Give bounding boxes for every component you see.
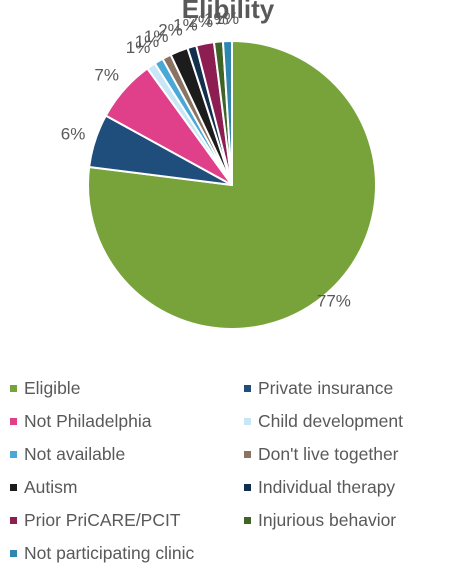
pie-slice-eligible <box>87 39 377 330</box>
legend-label: Injurious behavior <box>258 510 397 530</box>
pie-slices <box>87 39 377 330</box>
data-label-eligible: 77% <box>317 292 351 311</box>
pie-slice-not-participating-clinic <box>221 39 233 186</box>
legend-item-not-participating-clinic: Not participating clinic <box>10 537 244 570</box>
data-label-not-participating-clinic: 1% <box>215 9 240 28</box>
legend-label: Eligible <box>24 378 81 398</box>
legend-label: Private insurance <box>258 378 394 398</box>
legend-label: Not Philadelphia <box>24 411 152 431</box>
legend-item-individual-therapy: Individual therapy <box>244 471 450 504</box>
legend-swatch <box>244 418 251 425</box>
pie-chart-plot: 77%6%7%1%1%1%2%1%2%1%1% Elibility <box>61 0 377 330</box>
legend-swatch <box>244 451 251 458</box>
chart-title: Elibility <box>182 0 275 24</box>
legend-swatch <box>244 517 251 524</box>
legend-swatch <box>10 550 17 557</box>
data-label-injurious-behavior: 1% <box>204 10 229 29</box>
legend-label: Not available <box>24 444 126 464</box>
legend-item-not-philadelphia: Not Philadelphia <box>10 405 244 438</box>
data-label-prior-pricare-pcit: 2% <box>188 12 213 31</box>
data-label-child-development: 1% <box>126 38 151 57</box>
legend-swatch <box>244 484 251 491</box>
legend-item-prior-pricare-pcit: Prior PriCARE/PCIT <box>10 504 244 537</box>
legend-swatch <box>10 385 17 392</box>
legend-swatch <box>10 451 17 458</box>
legend-swatch <box>10 484 17 491</box>
data-label-autism: 2% <box>158 21 183 40</box>
legend-label: Child development <box>258 411 403 431</box>
chart-legend: Eligible Private insurance Not Philadelphi… <box>10 372 450 570</box>
data-label-private-insurance: 6% <box>61 124 86 143</box>
legend-item-injurious-behavior: Injurious behavior <box>244 504 450 537</box>
data-label-individual-therapy: 1% <box>173 16 198 35</box>
legend-label: Don't live together <box>258 444 399 464</box>
data-label-not-philadelphia: 7% <box>94 66 119 85</box>
legend-swatch <box>10 517 17 524</box>
legend-item-autism: Autism <box>10 471 244 504</box>
data-label-don-t-live-together: 1% <box>144 27 169 46</box>
data-label-not-available: 1% <box>135 32 160 51</box>
legend-item-private-insurance: Private insurance <box>244 372 450 405</box>
legend-label: Not participating clinic <box>24 543 195 563</box>
legend-label: Individual therapy <box>258 477 396 497</box>
legend-item-child-development: Child development <box>244 405 450 438</box>
legend-swatch <box>244 385 251 392</box>
pie-data-labels: 77%6%7%1%1%1%2%1%2%1%1% <box>61 9 351 311</box>
legend-item-not-available: Not available <box>10 438 244 471</box>
legend-label: Prior PriCARE/PCIT <box>24 510 181 530</box>
legend-label: Autism <box>24 477 78 497</box>
legend-item-eligible: Eligible <box>10 372 244 405</box>
legend-item-don-t-live-together: Don't live together <box>244 438 450 471</box>
legend-swatch <box>10 418 17 425</box>
